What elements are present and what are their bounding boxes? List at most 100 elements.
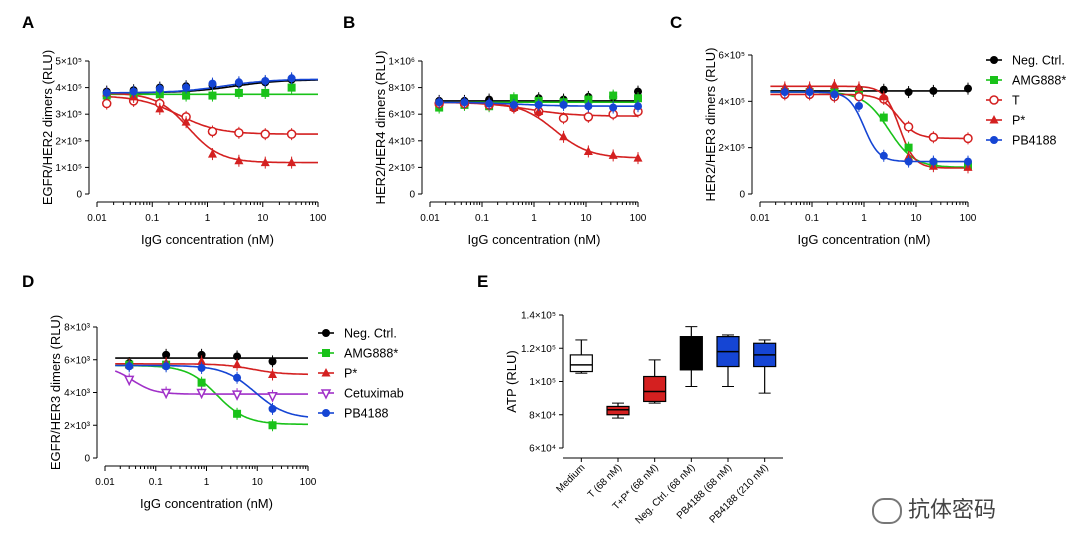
data-point-p bbox=[232, 359, 242, 369]
y-tick-label: 1×10⁵ bbox=[529, 377, 556, 388]
data-point-pb4188 bbox=[197, 363, 206, 372]
data-point-pb4188 bbox=[129, 87, 138, 96]
data-point-negctrl bbox=[233, 352, 242, 361]
data-point-t bbox=[928, 132, 939, 142]
data-point-negctrl bbox=[879, 85, 888, 94]
y-tick-label: 0 bbox=[409, 190, 415, 201]
data-point-pb4188 bbox=[234, 78, 243, 87]
y-tick-label: 8×10³ bbox=[64, 323, 91, 334]
x-tick-label: 10 bbox=[580, 213, 592, 224]
data-point-amg888 bbox=[879, 113, 888, 122]
data-point-p bbox=[197, 356, 207, 365]
legend-label: P* bbox=[1012, 114, 1025, 128]
data-point-p bbox=[829, 80, 839, 89]
data-point-pb4188 bbox=[435, 98, 444, 107]
box bbox=[569, 354, 593, 373]
box bbox=[679, 336, 703, 371]
y-tick-label: 2×10⁵ bbox=[55, 136, 82, 147]
y-tick-label: 1×10⁵ bbox=[55, 163, 82, 174]
y-tick-label: 6×10⁵ bbox=[388, 110, 415, 121]
panel-E: E 6×10⁴ 8×10⁴ 1×10⁵ 1.2×10⁵ 1.4×10⁵ ATP (RLU) M… bbox=[477, 272, 783, 526]
x-tick-label: 0.01 bbox=[420, 213, 440, 224]
data-point-p bbox=[879, 91, 889, 101]
data-point-t bbox=[963, 133, 973, 144]
panel-B: B 0 2×10⁵ 4×10⁵ 6×10⁵ 8×10⁵ 1×10⁶ 0.01 0.1 1 10 100… bbox=[343, 13, 647, 247]
legend-label: PB4188 bbox=[344, 407, 389, 421]
data-point-negctrl bbox=[964, 84, 972, 93]
watermark-text: 抗体密码 bbox=[908, 498, 997, 523]
data-point-p bbox=[583, 146, 593, 155]
data-point-amg888 bbox=[208, 91, 217, 100]
y-tick-label: 2×10⁵ bbox=[388, 163, 415, 174]
data-point-pb4188 bbox=[559, 100, 568, 109]
data-point-amg888 bbox=[197, 378, 206, 387]
legend-marker bbox=[990, 76, 998, 84]
y-tick-label: 2×10⁵ bbox=[718, 143, 745, 154]
data-point-p bbox=[559, 131, 569, 141]
y-tick-label: 6×10⁴ bbox=[529, 444, 556, 455]
data-point-pb4188 bbox=[780, 88, 789, 97]
panel-C: C 0 2×10⁵ 4×10⁵ 6×10⁵ 0.01 0.1 1 10 100 IgG concen… bbox=[670, 13, 1066, 247]
x-tick-label: 0.01 bbox=[95, 477, 115, 488]
x-tick-label: Medium bbox=[555, 462, 588, 495]
data-point-p bbox=[608, 150, 618, 159]
data-point-t bbox=[207, 126, 218, 137]
y-tick-label: 4×10⁵ bbox=[388, 136, 415, 147]
data-point-pb4188 bbox=[287, 74, 296, 83]
data-point-p bbox=[268, 369, 278, 378]
data-point-amg888 bbox=[268, 421, 277, 430]
data-point-amg888 bbox=[509, 94, 518, 103]
data-point-cetuximab bbox=[160, 388, 172, 400]
panel-A: A 0 1×10⁵ 2×10⁵ 3×10⁵ 4×10⁵ 5×10⁵ 0.01 0.1 1 10 100… bbox=[22, 13, 327, 247]
legend-label: PB4188 bbox=[1012, 134, 1057, 148]
x-axis-label: IgG concentration (nM) bbox=[798, 232, 931, 247]
y-axis-label: HER2/HER4 dimers (RLU) bbox=[373, 51, 388, 205]
y-tick-label: 8×10⁴ bbox=[529, 410, 556, 421]
x-tick-label: 0.1 bbox=[149, 477, 163, 488]
data-point-pb4188 bbox=[634, 102, 642, 111]
data-point-p bbox=[287, 157, 297, 167]
x-tick-label: 10 bbox=[257, 213, 269, 224]
legend-marker bbox=[321, 368, 331, 377]
x-tick-label: 0.1 bbox=[805, 213, 819, 224]
x-axis-label: IgG concentration (nM) bbox=[468, 232, 601, 247]
panel-label: C bbox=[670, 13, 682, 32]
data-point-negctrl bbox=[162, 350, 171, 359]
legend-label: Neg. Ctrl. bbox=[1012, 54, 1065, 68]
data-point-pb4188 bbox=[102, 88, 111, 97]
data-point-pb4188 bbox=[964, 157, 972, 166]
x-tick-label: 1 bbox=[531, 213, 537, 224]
data-point-pb4188 bbox=[805, 88, 814, 97]
data-point-pb4188 bbox=[233, 373, 242, 382]
legend-marker bbox=[320, 389, 332, 400]
data-point-t bbox=[260, 129, 271, 139]
legend-label: Neg. Ctrl. bbox=[344, 327, 397, 341]
data-point-amg888 bbox=[233, 409, 242, 418]
legend-label: AMG888* bbox=[344, 347, 398, 361]
legend-label: P* bbox=[344, 367, 357, 381]
data-point-pb4188 bbox=[509, 100, 518, 109]
data-point-pb4188 bbox=[879, 151, 888, 160]
y-tick-label: 4×10⁵ bbox=[718, 97, 745, 108]
data-point-pb4188 bbox=[125, 362, 134, 371]
box bbox=[606, 405, 630, 416]
box bbox=[643, 375, 667, 403]
y-axis-label: EGFR/HER2 dimers (RLU) bbox=[40, 50, 55, 205]
data-point-amg888 bbox=[261, 88, 270, 97]
y-tick-label: 4×10³ bbox=[64, 388, 91, 399]
data-point-negctrl bbox=[197, 350, 206, 359]
panel-label: E bbox=[477, 272, 488, 291]
data-point-amg888 bbox=[234, 88, 243, 97]
data-point-cetuximab bbox=[196, 388, 207, 400]
x-tick-label: 10 bbox=[910, 213, 922, 224]
y-axis-label: ATP (RLU) bbox=[504, 350, 519, 412]
x-tick-label: 0.1 bbox=[475, 213, 489, 224]
y-tick-label: 6×10³ bbox=[64, 355, 91, 366]
y-tick-label: 5×10⁵ bbox=[55, 57, 82, 68]
legend-marker bbox=[990, 56, 998, 64]
x-axis-label: IgG concentration (nM) bbox=[141, 232, 274, 247]
fit-curve-p bbox=[115, 363, 309, 376]
panel-label: B bbox=[343, 13, 355, 32]
data-point-t bbox=[558, 113, 569, 123]
